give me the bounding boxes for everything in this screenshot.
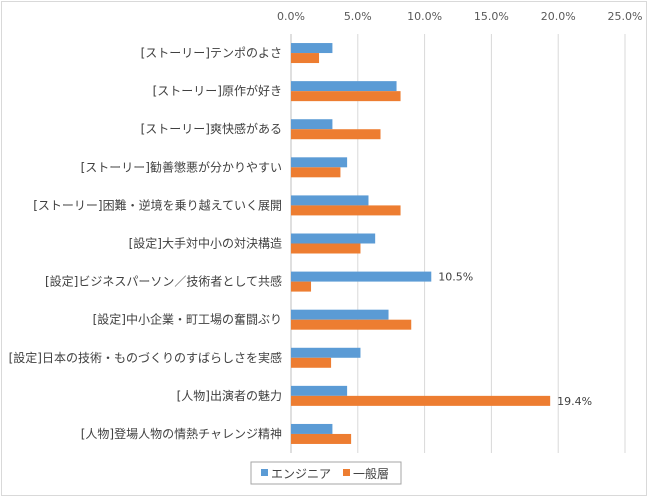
bar-engineer (291, 43, 333, 54)
bar-general (291, 53, 320, 64)
bar-general (291, 319, 412, 330)
x-tick-label: 25.0% (608, 10, 643, 23)
x-axis-ticks: 0.0% 5.0% 10.0% 15.0% 20.0% 25.0% (277, 10, 642, 23)
data-labels: 10.5% 19.4% (438, 271, 592, 408)
x-tick-label: 10.0% (407, 10, 442, 23)
bar-engineer (291, 119, 333, 130)
bar-engineer (291, 81, 397, 92)
bar-general (291, 281, 312, 292)
bar-engineer (291, 271, 432, 282)
category-label: [ストーリー]勧善懲悪が分かりやすい (81, 159, 282, 174)
category-label: [設定]ビジネスパーソン／技術者として共感 (45, 274, 282, 289)
legend-box (250, 461, 402, 485)
x-tick-label: 0.0% (277, 10, 305, 23)
category-label: [設定]中小企業・町工場の奮闘ぶり (93, 312, 282, 327)
bar-engineer (291, 309, 389, 320)
bars-layer (291, 43, 551, 444)
x-tick-label: 20.0% (541, 10, 576, 23)
category-label: [人物]出演者の魅力 (177, 388, 282, 403)
category-label: [設定]大手対中小の対決構造 (129, 236, 282, 251)
category-label: [ストーリー]原作が好き (153, 83, 282, 98)
bar-engineer (291, 347, 361, 358)
bar-engineer (291, 423, 333, 434)
data-label: 19.4% (557, 395, 592, 408)
bar-general (291, 433, 352, 444)
bar-general (291, 167, 341, 178)
category-label: [設定]日本の技術・ものづくりのすばらしさを実感 (9, 350, 282, 365)
bar-general (291, 243, 361, 254)
legend: エンジニア 一般層 (250, 461, 402, 485)
category-label: [ストーリー]困難・逆境を乗り越えていく展開 (33, 197, 282, 212)
bar-engineer (291, 385, 348, 396)
legend-label-general: 一般層 (353, 466, 389, 481)
x-tick-label: 5.0% (344, 10, 372, 23)
bar-engineer (291, 233, 376, 244)
bar-general (291, 129, 381, 140)
legend-swatch-engineer (261, 469, 268, 476)
bar-general (291, 395, 551, 406)
bar-engineer (291, 157, 348, 168)
bar-engineer (291, 195, 369, 206)
bar-general (291, 205, 401, 216)
x-tick-label: 15.0% (474, 10, 509, 23)
bar-general (291, 91, 401, 102)
legend-swatch-general (343, 469, 350, 476)
category-label: [ストーリー]テンポのよさ (141, 46, 282, 60)
category-label: [ストーリー]爽快感がある (141, 121, 282, 136)
grid-layer (290, 34, 626, 453)
category-labels: [ストーリー]テンポのよさ [ストーリー]原作が好き [ストーリー]爽快感がある [ス… (9, 46, 282, 441)
data-label: 10.5% (438, 271, 473, 284)
bar-general (291, 357, 332, 368)
legend-label-engineer: エンジニア (271, 467, 331, 481)
category-label: [人物]登場人物の情熱チャレンジ精神 (81, 426, 282, 441)
